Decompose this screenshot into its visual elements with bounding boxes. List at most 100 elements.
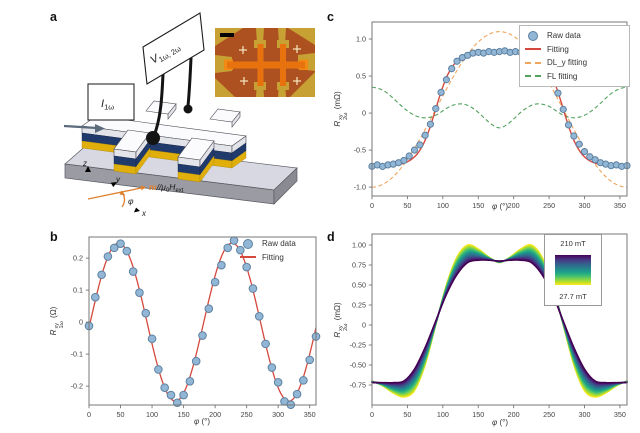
series-fitting: [88, 242, 317, 402]
y-tick-label: 1.00: [352, 241, 366, 250]
x-tick-label: 350: [614, 201, 626, 210]
device-schematic: V1ω, 2ω I1ω z y x φ m//μ0Hext: [63, 12, 315, 218]
x-tick-label: 0: [370, 410, 374, 419]
probe-wires: [146, 56, 193, 145]
coordinate-axes: z y x φ m//μ0Hext: [82, 159, 184, 218]
chart-b-xlabel: φ (°): [194, 417, 210, 426]
legend-swatch-line-red: [240, 256, 256, 259]
x-tick-label: 300: [579, 410, 591, 419]
scale-bar: [220, 33, 234, 37]
x-tick-label: 200: [508, 410, 520, 419]
x-tick-label: 0: [370, 201, 374, 210]
y-tick-label: 0.75: [352, 261, 366, 270]
legend-swatch-dot: [528, 30, 538, 41]
z-axis-label: z: [82, 159, 87, 168]
plot-frame: [371, 233, 628, 406]
legend-item: DL_y fitting: [525, 56, 625, 70]
contact-ball: [146, 131, 160, 145]
y-tick-label: 0.25: [352, 301, 366, 310]
y-tick-label: 0.2: [73, 254, 83, 263]
legend-label: Raw data: [262, 239, 296, 249]
x-tick-label: 250: [543, 410, 555, 419]
y-axis: -0.2 -0.1 0 0.1 0.2: [71, 254, 89, 391]
colorbar-gradient: [555, 255, 591, 285]
x-tick-label: 0: [87, 410, 91, 419]
legend-label: Fitting: [547, 44, 569, 54]
legend-item: Raw data: [525, 29, 625, 43]
field-vector-label: m//μ0Hext: [149, 182, 184, 194]
legend-label: Fitting: [262, 252, 284, 262]
colorbar-min-label: 27.7 mT: [559, 292, 587, 301]
y-tick-label: -0.5: [354, 146, 366, 155]
legend-item: FL fitting: [525, 70, 625, 84]
x-tick-label: 50: [403, 410, 411, 419]
x-tick-label: 100: [437, 201, 449, 210]
legend-item: Fitting: [240, 251, 296, 265]
y-tick-label: -0.75: [350, 381, 366, 390]
y-tick-label: -0.1: [71, 350, 83, 359]
x-axis: 0 50 100 150 200 250 300 350: [370, 405, 626, 419]
chart-b-legend: Raw data Fitting: [240, 237, 296, 264]
x-tick-label: 300: [579, 201, 591, 210]
legend-item: Fitting: [525, 43, 625, 57]
y-tick-label: 0: [362, 321, 366, 330]
y-tick-label: -0.50: [350, 361, 366, 370]
x-axis-label: x: [141, 209, 147, 218]
plot-frame: [88, 236, 317, 406]
current-source: I1ω: [63, 83, 135, 133]
legend-swatch-dot: [243, 238, 253, 249]
y-tick-label: 0: [79, 318, 83, 327]
chart-b: 0 50 100 150 200 250 300 350 -0.2 -0.1 0 0.1 0.2: [71, 236, 321, 419]
x-tick-label: 250: [543, 201, 555, 210]
chart-d-xlabel: φ (°): [492, 418, 508, 427]
colorbar-max-label: 210 mT: [560, 239, 586, 248]
hall-bar-back-arms: [145, 100, 241, 128]
panel-c-letter: c: [327, 10, 334, 24]
series-field-sweep-family: [371, 243, 628, 398]
x-tick-label: 250: [241, 410, 253, 419]
x-tick-label: 50: [403, 201, 411, 210]
contact-ball-small: [183, 104, 193, 114]
x-axis: 0 50 100 150 200 250 300 350: [87, 405, 316, 419]
x-tick-label: 350: [304, 410, 316, 419]
y-tick-label: 0.50: [352, 281, 366, 290]
series-fl-fitting: [371, 86, 628, 129]
y-tick-label: 0.1: [73, 286, 83, 295]
legend-swatch-dash-green: [525, 75, 541, 78]
y-tick-label: -0.25: [350, 341, 366, 350]
voltage-plate: V1ω, 2ω: [142, 12, 205, 85]
chart-d-canvas: 0 50 100 150 200 250 300 350 -0.75 -0.50 -0.25 0 0.2…: [350, 233, 628, 419]
x-axis: 0 50 100 150 200 250 300 350: [370, 196, 626, 210]
x-tick-label: 100: [146, 410, 158, 419]
x-tick-label: 150: [472, 410, 484, 419]
panel-d-letter: d: [327, 230, 335, 244]
hall-bar-channel: [227, 61, 305, 69]
y-tick-label: 1.0: [356, 35, 366, 44]
plot-frame: [371, 21, 628, 197]
magnetization-vector: [87, 187, 142, 200]
series-raw-data: [84, 236, 321, 409]
y-axis: -0.75 -0.50 -0.25 0 0.25 0.50 0.75 1.00: [350, 241, 372, 390]
chart-c-xlabel: φ (°): [492, 202, 508, 211]
chart-b-canvas: 0 50 100 150 200 250 300 350 -0.2 -0.1 0 0.1 0.2: [71, 236, 321, 419]
y-tick-label: -0.2: [71, 382, 83, 391]
x-tick-label: 100: [437, 410, 449, 419]
legend-swatch-line-red: [525, 48, 541, 51]
x-tick-label: 200: [209, 410, 221, 419]
chart-d: 0 50 100 150 200 250 300 350 -0.75 -0.50 -0.25 0 0.2…: [350, 233, 628, 419]
y-tick-label: 0: [362, 109, 366, 118]
panel-b-letter: b: [50, 230, 58, 244]
legend-label: FL fitting: [547, 71, 578, 81]
x-tick-label: 150: [472, 201, 484, 210]
phi-label: φ: [128, 196, 134, 206]
panel-a-letter: a: [50, 10, 57, 24]
y-axis: -1.0 -0.5 0 0.5 1.0: [354, 35, 372, 192]
x-tick-label: 150: [178, 410, 190, 419]
x-tick-label: 350: [614, 410, 626, 419]
y-tick-label: -1.0: [354, 183, 366, 192]
alignment-marks: [239, 45, 301, 85]
chart-c-legend: Raw data Fitting DL_y fitting FL fitting: [519, 25, 630, 87]
